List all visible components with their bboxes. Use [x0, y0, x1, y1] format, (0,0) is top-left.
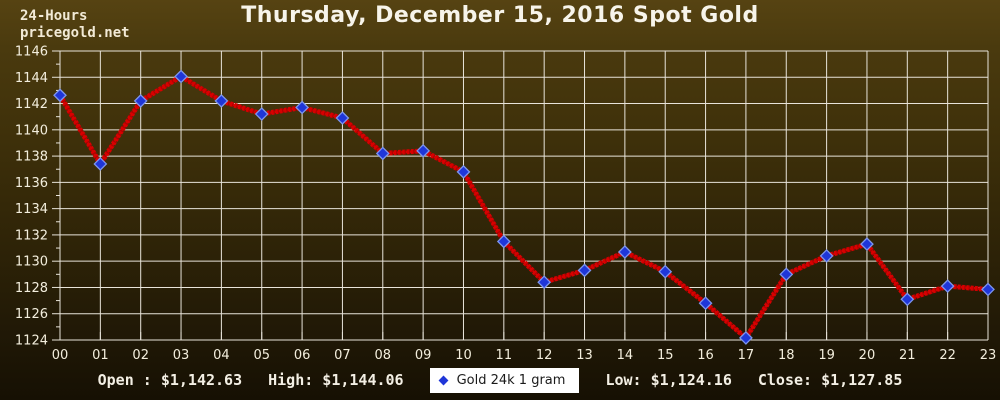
svg-text:09: 09 [415, 348, 432, 362]
legend-marker-icon [438, 375, 449, 385]
x-axis-labels: 00 01 02 03 04 05 06 07 08 09 10 11 12 13 14 15 16 17 18 19… [52, 348, 997, 362]
data-point-marker [335, 111, 350, 125]
svg-text:08: 08 [375, 348, 392, 362]
svg-text:03: 03 [173, 348, 190, 362]
data-point-marker [981, 282, 995, 297]
data-point-marker [133, 93, 148, 108]
svg-text:17: 17 [738, 348, 755, 362]
open-stat: Open : $1,142.63 [97, 371, 243, 389]
svg-text:04: 04 [213, 348, 230, 362]
svg-text:12: 12 [536, 348, 553, 362]
svg-text:21: 21 [899, 348, 916, 362]
legend: Gold 24k 1 gram [429, 367, 580, 393]
data-point-marker [738, 330, 753, 345]
data-point-markers [53, 69, 995, 345]
svg-text:1138: 1138 [15, 150, 48, 165]
svg-text:15: 15 [657, 348, 674, 362]
site-label: 24-Hours pricegold.net [20, 8, 130, 42]
legend-label: Gold 24k 1 gram [456, 372, 566, 388]
data-point-marker [295, 100, 310, 115]
svg-text:05: 05 [253, 348, 270, 362]
svg-text:23: 23 [980, 348, 997, 362]
site-label-line2: pricegold.net [20, 25, 130, 41]
svg-text:1130: 1130 [15, 255, 48, 270]
data-point-marker [53, 88, 67, 103]
svg-text:13: 13 [576, 348, 593, 362]
data-point-marker [617, 245, 632, 259]
footer: Open : $1,142.63 High: $1,144.06 Gold 24… [0, 360, 1000, 400]
axis-ticks [52, 50, 989, 341]
data-point-marker [214, 93, 229, 108]
data-point-marker [93, 157, 108, 171]
svg-text:1144: 1144 [15, 71, 48, 86]
svg-text:16: 16 [697, 348, 714, 362]
data-point-marker [658, 264, 673, 279]
svg-text:20: 20 [859, 348, 876, 362]
data-point-marker [577, 263, 592, 278]
data-point-marker [537, 275, 552, 290]
svg-text:14: 14 [617, 348, 634, 362]
data-point-marker [375, 146, 390, 161]
svg-text:1134: 1134 [15, 202, 48, 217]
svg-text:02: 02 [132, 348, 149, 362]
y-axis-labels: 1124 1126 1128 1130 1132 1134 1136 1138 1140 1142… [15, 45, 48, 349]
data-point-marker [698, 296, 713, 311]
svg-text:11: 11 [496, 348, 513, 362]
data-point-marker [860, 237, 874, 252]
svg-text:10: 10 [455, 348, 472, 362]
svg-text:07: 07 [334, 348, 351, 362]
svg-text:1142: 1142 [15, 97, 48, 112]
svg-text:19: 19 [818, 348, 835, 362]
data-point-marker [900, 292, 915, 307]
svg-text:1140: 1140 [15, 123, 48, 138]
svg-text:1124: 1124 [15, 334, 48, 349]
data-point-marker [819, 249, 834, 263]
svg-text:06: 06 [294, 348, 311, 362]
page-title: Thursday, December 15, 2016 Spot Gold [241, 3, 759, 28]
svg-text:00: 00 [52, 348, 69, 362]
data-point-marker [779, 267, 794, 282]
svg-text:1132: 1132 [15, 228, 48, 243]
data-point-marker [456, 164, 471, 179]
site-label-line1: 24-Hours [20, 8, 88, 24]
low-stat: Low: $1,124.16 [605, 371, 732, 389]
data-point-marker [940, 279, 955, 294]
data-point-marker [416, 143, 431, 158]
price-line [57, 73, 989, 342]
svg-text:1126: 1126 [15, 307, 48, 322]
gridlines [59, 50, 989, 341]
close-stat: Close: $1,127.85 [757, 371, 903, 389]
data-point-marker [254, 107, 269, 121]
svg-text:1146: 1146 [15, 45, 48, 60]
svg-text:18: 18 [778, 348, 795, 362]
high-stat: High: $1,144.06 [268, 371, 404, 389]
svg-text:1128: 1128 [15, 281, 48, 296]
svg-text:22: 22 [939, 348, 956, 362]
data-point-marker [496, 234, 511, 249]
svg-text:1136: 1136 [15, 176, 48, 191]
data-point-marker [174, 69, 188, 84]
price-chart: 1124 1126 1128 1130 1132 1134 1136 1138 1140 1142… [15, 45, 997, 363]
svg-text:01: 01 [92, 348, 109, 362]
